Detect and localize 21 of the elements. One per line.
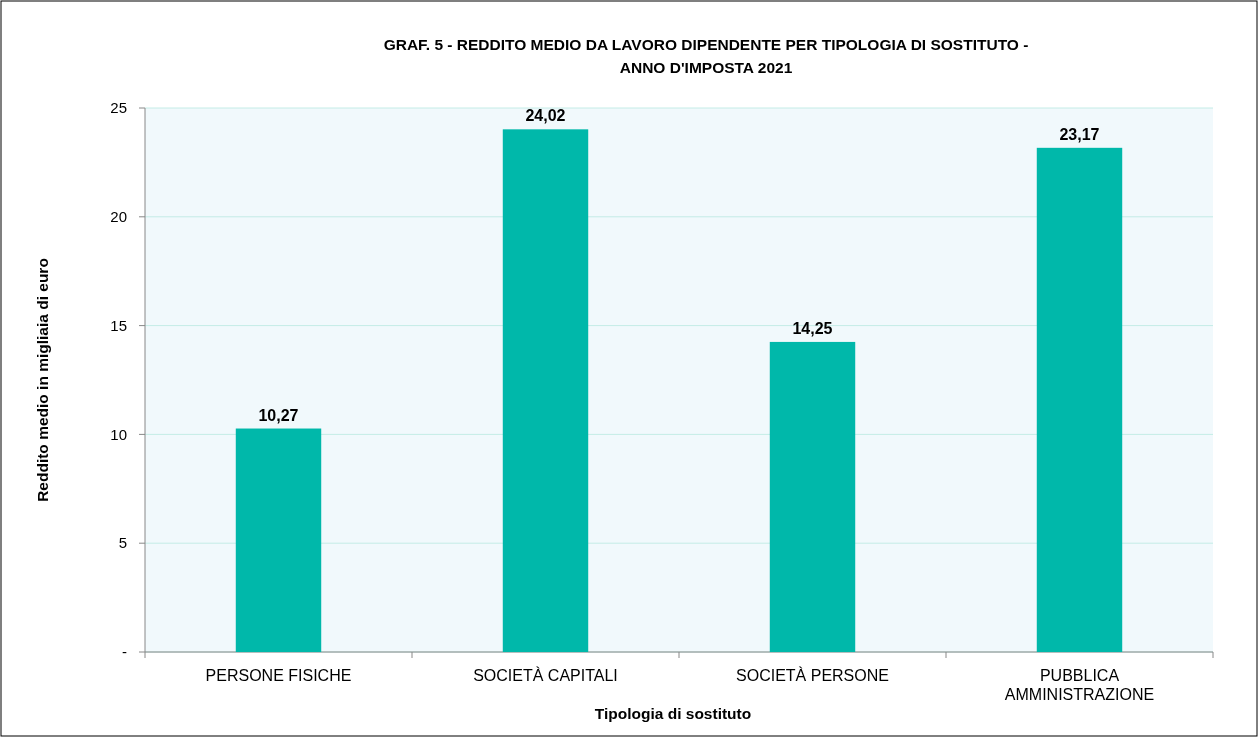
y-tick-label: - (122, 643, 127, 661)
data-label: 24,02 (525, 107, 566, 125)
x-tick-label: SOCIETÀ PERSONE (736, 666, 889, 684)
x-tick-label: PERSONE FISICHE (205, 667, 352, 684)
data-label: 10,27 (258, 406, 299, 424)
y-tick-label: 25 (110, 99, 127, 117)
bar (1036, 147, 1123, 652)
y-axis-title: Reddito medio in migliaia di euro (34, 258, 51, 502)
y-tick-label: 15 (110, 316, 127, 334)
bar (502, 129, 589, 652)
data-label: 14,25 (792, 319, 833, 337)
x-tick-label: SOCIETÀ CAPITALI (473, 666, 618, 684)
y-tick-label: 5 (118, 534, 127, 552)
bar (769, 341, 856, 652)
y-tick-label: 10 (110, 425, 127, 443)
x-axis-title: Tipologia di sostituto (594, 705, 752, 722)
y-tick-label: 20 (110, 208, 127, 226)
bar (235, 428, 322, 652)
chart-title: GRAF. 5 - REDDITO MEDIO DA LAVORO DIPENDENTE PER TIPOLOGIA DI SOSTITUTO - ANNO D'IMPOSTA 2021 (383, 36, 1029, 76)
x-tick-label: PUBBLICA AMMINISTRAZIONE (1004, 667, 1155, 703)
data-label: 23,17 (1059, 125, 1100, 143)
